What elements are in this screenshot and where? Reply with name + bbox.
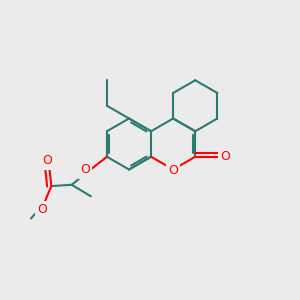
Text: O: O <box>80 164 90 176</box>
Text: O: O <box>37 203 47 216</box>
Text: O: O <box>220 150 230 163</box>
Text: O: O <box>42 154 52 167</box>
Text: O: O <box>168 164 178 178</box>
